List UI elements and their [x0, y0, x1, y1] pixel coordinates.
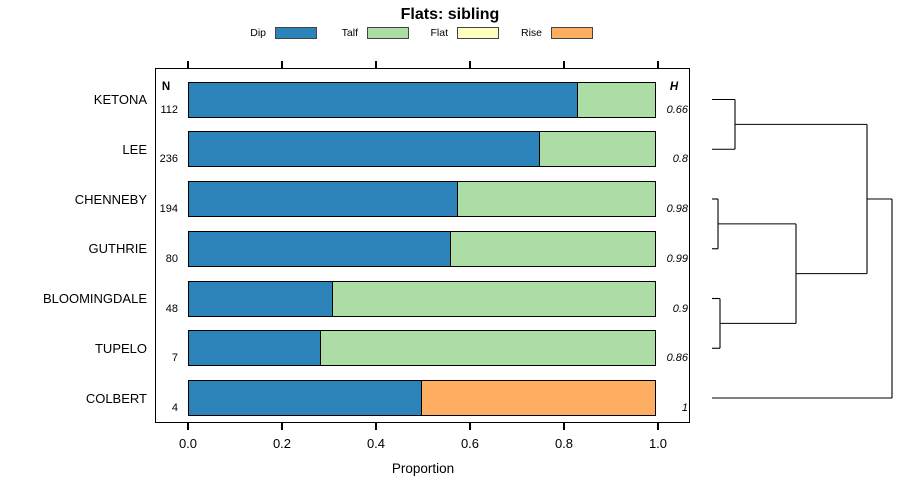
category-label: KETONA — [93, 92, 147, 107]
chart-title: Flats: sibling — [400, 6, 500, 23]
h-value: 0.8 — [672, 153, 688, 166]
x-axis-tick — [563, 61, 565, 68]
bar-segment-talf — [576, 81, 657, 118]
bar-segment-talf — [538, 131, 657, 168]
x-axis-tick-label: 1.0 — [648, 436, 668, 451]
bar-row — [188, 131, 658, 168]
x-axis-tick-label: 0.4 — [366, 436, 386, 451]
legend-item-flat: Flat — [420, 25, 499, 40]
bar-segment-talf — [320, 330, 657, 367]
x-axis-tick — [375, 61, 377, 68]
x-axis-tick — [563, 423, 565, 430]
legend-swatch — [551, 26, 593, 39]
x-axis-tick — [657, 61, 659, 68]
x-axis-tick — [281, 61, 283, 68]
h-value: 0.86 — [666, 352, 688, 365]
n-value: 194 — [159, 203, 178, 215]
x-axis-tick-label: 0.8 — [554, 436, 574, 451]
bar-segment-rise — [421, 380, 657, 416]
legend-swatch — [457, 26, 499, 39]
x-axis-title: Proportion — [391, 461, 455, 476]
h-value: 1 — [681, 402, 688, 414]
x-axis-tick-label: 0.0 — [178, 436, 198, 451]
h-value: 0.66 — [666, 103, 688, 116]
bar-row — [188, 230, 658, 267]
n-value: 112 — [160, 103, 178, 116]
bar-segment-dip — [188, 181, 459, 217]
x-axis-tick — [469, 423, 471, 430]
bar-row — [188, 380, 658, 416]
x-axis-tick — [281, 423, 283, 430]
x-axis-tick — [469, 61, 471, 68]
bar-segment-dip — [188, 280, 334, 317]
bar-segment-dip — [188, 81, 579, 118]
h-column-header: H — [669, 81, 679, 93]
bar-segment-talf — [456, 181, 657, 217]
legend-label: Talf — [341, 26, 358, 39]
n-value: 48 — [165, 302, 178, 315]
n-column-header: N — [161, 81, 171, 93]
n-value: 7 — [171, 352, 178, 365]
legend-swatch — [367, 26, 409, 39]
h-value: 0.9 — [672, 302, 688, 315]
x-axis-tick-label: 0.6 — [460, 436, 480, 451]
x-axis-tick-label: 0.2 — [272, 436, 292, 451]
x-axis-tick — [187, 61, 189, 68]
bar-row — [188, 181, 658, 217]
h-value: 0.99 — [666, 252, 688, 265]
legend-swatch — [275, 26, 317, 39]
bar-segment-dip — [188, 380, 423, 416]
bar-segment-dip — [188, 230, 452, 267]
plot-box — [155, 68, 690, 423]
bar-row — [188, 280, 658, 317]
legend-item-rise: Rise — [514, 25, 593, 40]
legend-label: Flat — [430, 26, 448, 39]
h-value: 0.98 — [666, 203, 688, 215]
bar-row — [188, 81, 658, 118]
category-label: COLBERT — [85, 390, 147, 406]
n-value: 4 — [171, 402, 178, 414]
n-value: 236 — [159, 153, 178, 166]
bar-segment-dip — [188, 131, 541, 168]
x-axis-tick — [375, 423, 377, 430]
category-label: CHENNEBY — [74, 191, 147, 207]
legend-label: Rise — [520, 26, 542, 39]
x-axis-tick — [657, 423, 659, 430]
category-label: BLOOMINGDALE — [42, 291, 147, 306]
bar-segment-talf — [332, 280, 657, 317]
x-axis-tick — [187, 423, 189, 430]
legend-label: Dip — [250, 26, 266, 39]
legend-item-talf: Talf — [330, 25, 409, 40]
category-label: GUTHRIE — [88, 241, 148, 257]
category-label: LEE — [122, 141, 147, 157]
bar-segment-dip — [188, 330, 322, 367]
category-label: TUPELO — [94, 340, 147, 356]
n-value: 80 — [165, 252, 178, 265]
legend-item-dip: Dip — [238, 25, 317, 40]
bar-segment-talf — [449, 230, 657, 267]
bar-row — [188, 330, 658, 367]
